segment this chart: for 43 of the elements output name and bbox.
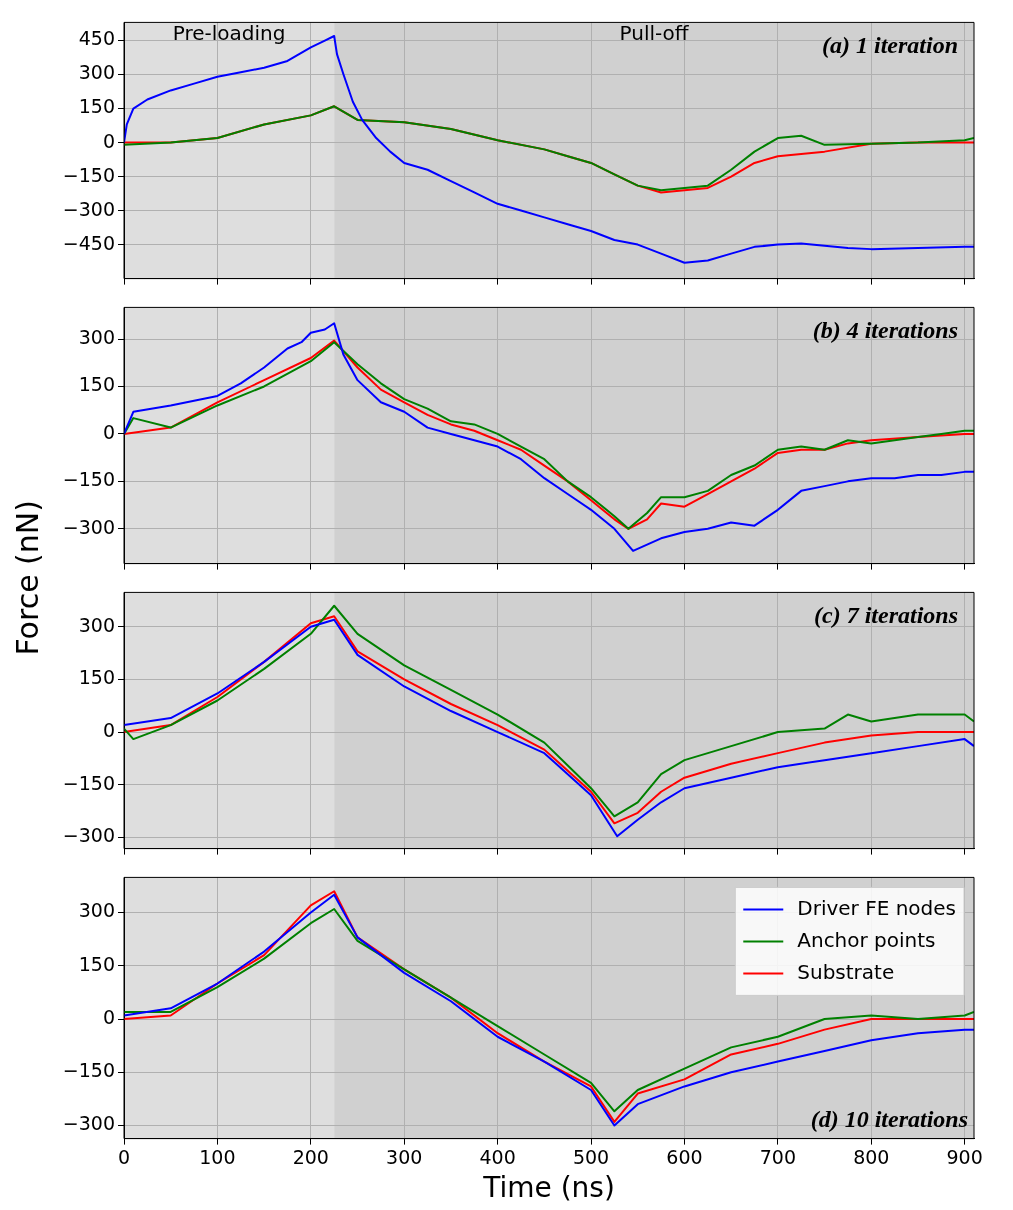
y-tick-label: 0 bbox=[102, 1005, 115, 1028]
y-tick-label: 0 bbox=[102, 129, 115, 152]
x-tick-label: 0 bbox=[117, 1145, 131, 1168]
y-tick-label: −450 bbox=[62, 231, 115, 254]
y-tick-label: 150 bbox=[78, 95, 115, 118]
y-tick-label: 150 bbox=[78, 952, 115, 975]
x-tick-label: 900 bbox=[946, 1145, 983, 1168]
y-tick-label: 300 bbox=[78, 61, 115, 84]
y-tick-label: 0 bbox=[102, 420, 115, 443]
y-tick-label: −300 bbox=[62, 824, 115, 847]
x-tick-label: 100 bbox=[199, 1145, 236, 1168]
chart-title: (c) 7 iterations bbox=[814, 601, 958, 628]
y-tick-label: −150 bbox=[62, 1059, 115, 1082]
y-tick-label: 150 bbox=[78, 373, 115, 396]
chart-title: (a) 1 iteration bbox=[822, 31, 958, 58]
y-axis-title: Force (nN) bbox=[9, 499, 45, 656]
y-tick-label: 300 bbox=[78, 613, 115, 636]
y-tick-label: −300 bbox=[62, 515, 115, 538]
x-axis-title: Time (ns) bbox=[482, 1171, 615, 1205]
y-tick-label: −150 bbox=[62, 163, 115, 186]
x-tick-label: 300 bbox=[386, 1145, 423, 1168]
x-tick-label: 400 bbox=[479, 1145, 516, 1168]
y-tick-label: 0 bbox=[102, 719, 115, 742]
y-tick-label: −150 bbox=[62, 771, 115, 794]
y-tick-label: 150 bbox=[78, 666, 115, 689]
x-tick-label: 200 bbox=[292, 1145, 329, 1168]
legend-label: Substrate bbox=[797, 959, 895, 984]
y-tick-label: 300 bbox=[78, 899, 115, 922]
x-tick-label: 700 bbox=[759, 1145, 796, 1168]
legend-label: Driver FE nodes bbox=[797, 895, 956, 920]
legend-label: Anchor points bbox=[797, 927, 936, 952]
y-tick-label: −300 bbox=[62, 197, 115, 220]
y-tick-label: −300 bbox=[62, 1112, 115, 1135]
y-tick-label: 300 bbox=[78, 325, 115, 348]
band-label: Pre-loading bbox=[172, 20, 286, 45]
y-tick-label: 450 bbox=[78, 27, 115, 50]
chart-title: (b) 4 iterations bbox=[812, 316, 958, 343]
text: (d) 10 iterations bbox=[810, 1105, 968, 1132]
x-tick-label: 800 bbox=[853, 1145, 890, 1168]
x-tick-label: 500 bbox=[572, 1145, 610, 1168]
band-label: Pull-off bbox=[619, 20, 690, 45]
y-tick-label: −150 bbox=[62, 468, 115, 491]
x-tick-label: 600 bbox=[666, 1145, 703, 1168]
